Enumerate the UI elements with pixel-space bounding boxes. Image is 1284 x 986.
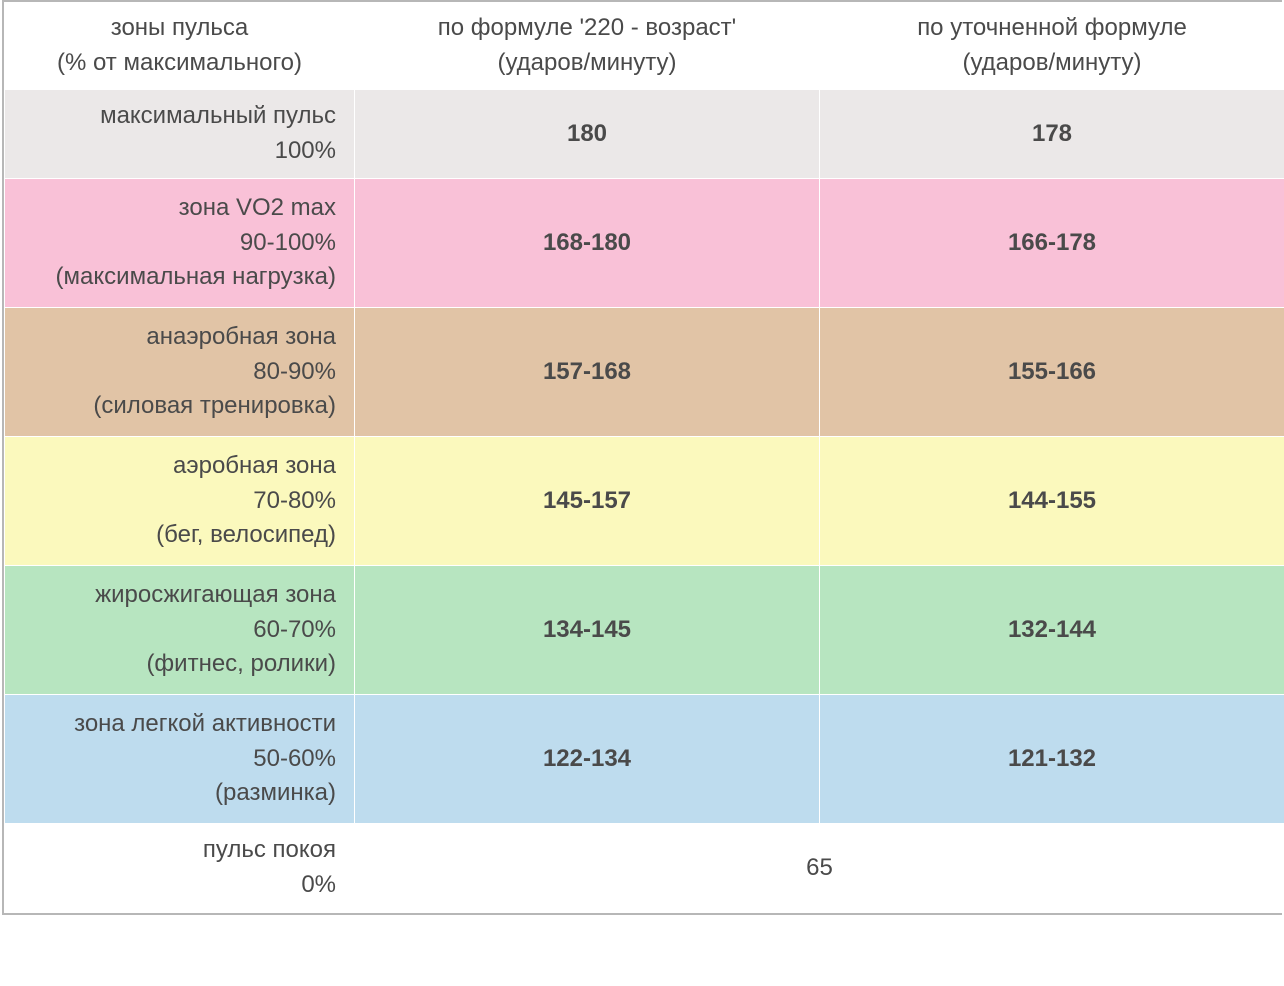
table-body: максимальный пульс100%180178зона VO2 max… (5, 90, 1284, 913)
pulse-zones-table: зоны пульса (% от максимального) по форм… (4, 2, 1284, 913)
col-header-line: зоны пульса (5, 11, 354, 46)
value-formula220: 168-180 (355, 179, 820, 308)
zone-label-line: 0% (5, 868, 336, 903)
col-header-zone: зоны пульса (% от максимального) (5, 3, 355, 90)
zone-label-line: (максимальная нагрузка) (5, 260, 336, 295)
value-formula220: 157-168 (355, 308, 820, 437)
table-row: зона VO2 max90-100%(максимальная нагрузк… (5, 179, 1284, 308)
zone-label-cell: зона легкой активности50-60%(разминка) (5, 695, 355, 824)
table-row: максимальный пульс100%180178 (5, 90, 1284, 179)
value-refined: 155-166 (820, 308, 1284, 437)
value-formula220: 122-134 (355, 695, 820, 824)
value-formula220: 145-157 (355, 437, 820, 566)
zone-label-line: 50-60% (5, 742, 336, 777)
zone-label-line: аэробная зона (5, 449, 336, 484)
zone-label-line: 90-100% (5, 226, 336, 261)
zone-label-line: (разминка) (5, 776, 336, 811)
table-row: аэробная зона70-80%(бег, велосипед)145-1… (5, 437, 1284, 566)
col-header-line: (% от максимального) (5, 46, 354, 81)
zone-label-line: анаэробная зона (5, 320, 336, 355)
zone-label-cell: анаэробная зона80-90%(силовая тренировка… (5, 308, 355, 437)
value-formula220: 134-145 (355, 566, 820, 695)
pulse-zones-table-container: зоны пульса (% от максимального) по форм… (2, 0, 1282, 915)
zone-label-line: (фитнес, ролики) (5, 647, 336, 682)
table-row: жиросжигающая зона60-70%(фитнес, ролики)… (5, 566, 1284, 695)
zone-label-line: максимальный пульс (5, 99, 336, 134)
value-rest: 65 (355, 824, 1284, 913)
zone-label-cell: аэробная зона70-80%(бег, велосипед) (5, 437, 355, 566)
zone-label-line: жиросжигающая зона (5, 578, 336, 613)
table-row: зона легкой активности50-60%(разминка)12… (5, 695, 1284, 824)
zone-label-line: 100% (5, 134, 336, 169)
zone-label-line: (силовая тренировка) (5, 389, 336, 424)
zone-label-line: 80-90% (5, 355, 336, 390)
col-header-line: по формуле '220 - возраст' (355, 11, 819, 46)
table-row: анаэробная зона80-90%(силовая тренировка… (5, 308, 1284, 437)
col-header-line: по уточненной формуле (820, 11, 1284, 46)
value-formula220: 180 (355, 90, 820, 179)
zone-label-line: зона легкой активности (5, 707, 336, 742)
col-header-line: (ударов/минуту) (355, 46, 819, 81)
col-header-refined: по уточненной формуле (ударов/минуту) (820, 3, 1284, 90)
col-header-line: (ударов/минуту) (820, 46, 1284, 81)
value-refined: 144-155 (820, 437, 1284, 566)
col-header-formula220: по формуле '220 - возраст' (ударов/минут… (355, 3, 820, 90)
zone-label-cell: зона VO2 max90-100%(максимальная нагрузк… (5, 179, 355, 308)
zone-label-line: 60-70% (5, 613, 336, 648)
zone-label-cell: жиросжигающая зона60-70%(фитнес, ролики) (5, 566, 355, 695)
value-refined: 178 (820, 90, 1284, 179)
zone-label-line: зона VO2 max (5, 191, 336, 226)
value-refined: 132-144 (820, 566, 1284, 695)
zone-label-line: (бег, велосипед) (5, 518, 336, 553)
value-refined: 166-178 (820, 179, 1284, 308)
zone-label-line: пульс покоя (5, 833, 336, 868)
zone-label-line: 70-80% (5, 484, 336, 519)
table-row-rest: пульс покоя0%65 (5, 824, 1284, 913)
value-refined: 121-132 (820, 695, 1284, 824)
zone-label-cell: максимальный пульс100% (5, 90, 355, 179)
table-header-row: зоны пульса (% от максимального) по форм… (5, 3, 1284, 90)
zone-label-cell: пульс покоя0% (5, 824, 355, 913)
